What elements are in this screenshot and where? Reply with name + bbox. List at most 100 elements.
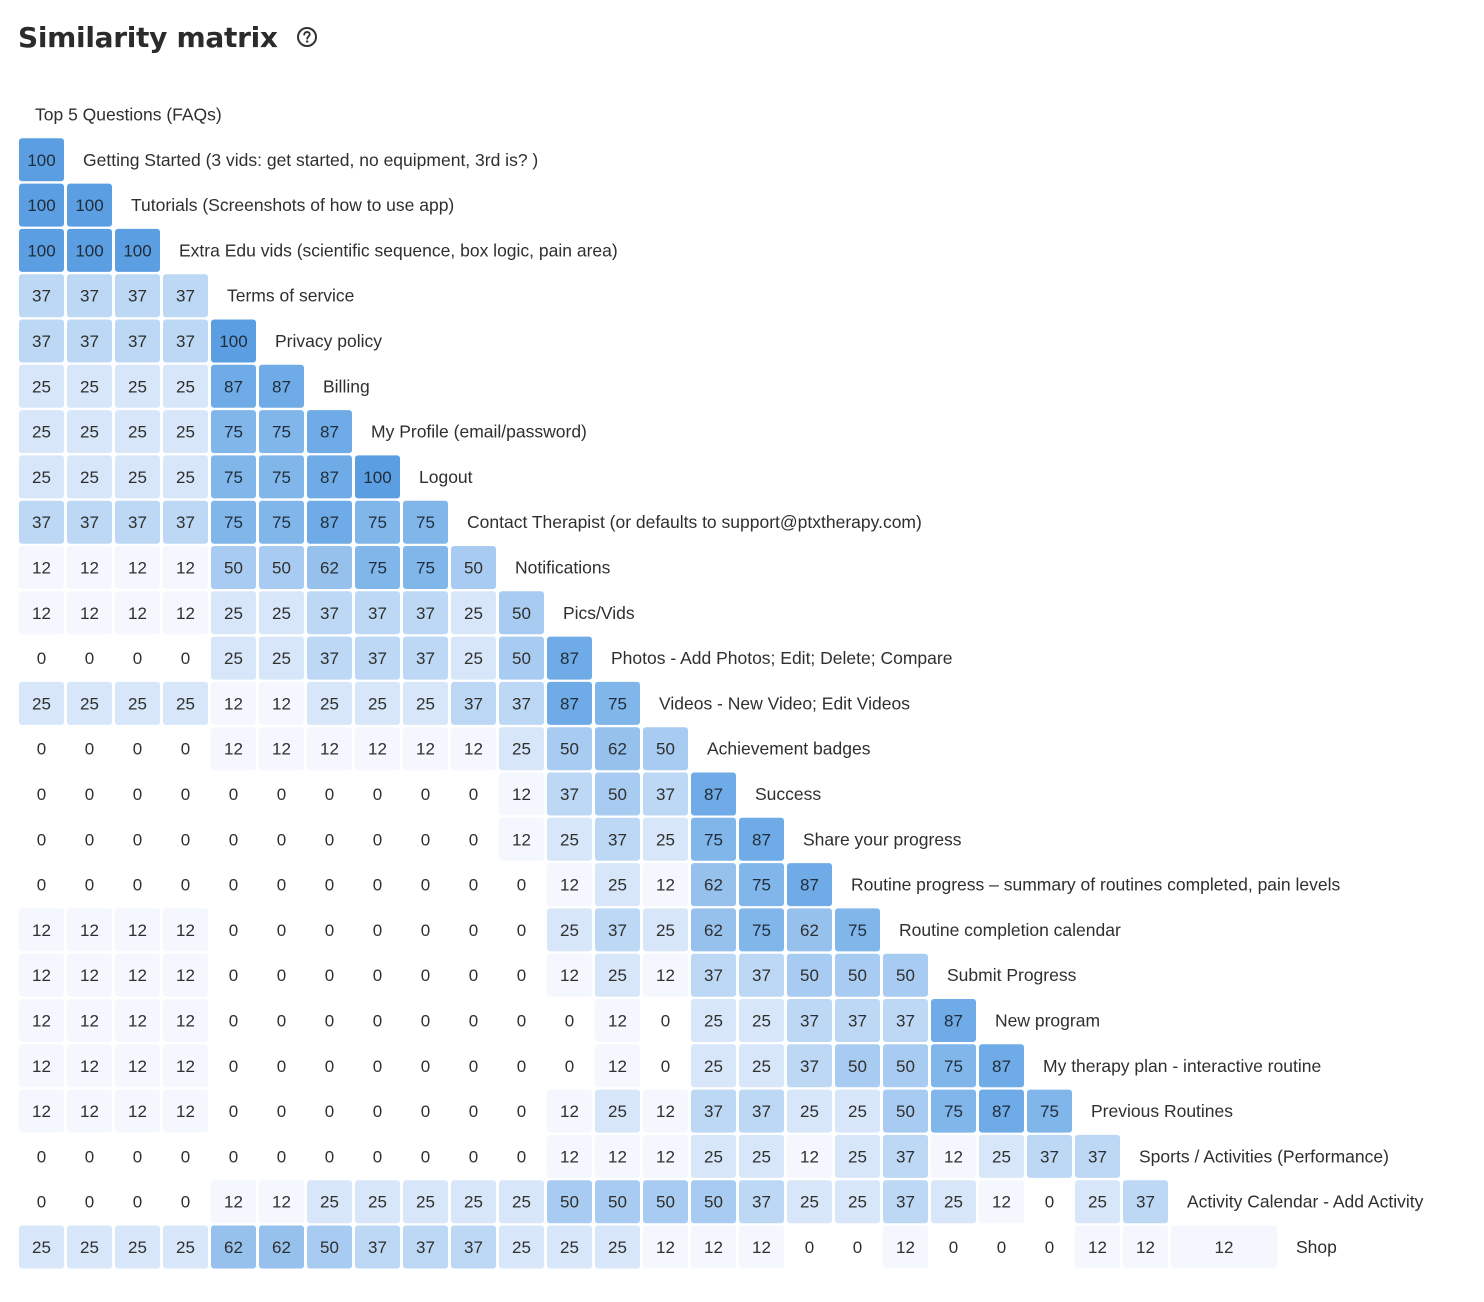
matrix-row: 12 12 12 12 0 0 0 0 0 0 0 12 25 12 37 37 25 25 50 75 87 75 Pre… xyxy=(19,1089,1233,1133)
heatmap-cell-value: 37 xyxy=(608,921,627,940)
heatmap-cell-value: 12 xyxy=(656,1102,675,1121)
heatmap-cell xyxy=(595,1180,640,1224)
heatmap-cell xyxy=(163,546,208,589)
heatmap-cell-value: 12 xyxy=(32,1102,51,1121)
row-label: Achievement badges xyxy=(707,739,871,759)
heatmap-cell-value: 75 xyxy=(224,513,243,532)
heatmap-cell-value: 0 xyxy=(85,1193,94,1212)
heatmap-cell xyxy=(163,1225,208,1269)
heatmap-cell xyxy=(67,500,112,544)
heatmap-cell xyxy=(931,1134,976,1178)
heatmap-cell-value: 25 xyxy=(368,694,387,713)
page-title: Similarity matrix xyxy=(18,14,318,60)
heatmap-cell-value: 12 xyxy=(944,1147,963,1166)
heatmap-cell-value: 0 xyxy=(517,966,526,985)
heatmap-cell-value: 0 xyxy=(229,1057,238,1076)
heatmap-cell xyxy=(163,500,208,544)
heatmap-cell xyxy=(451,591,496,635)
heatmap-cell xyxy=(499,772,544,816)
heatmap-cell xyxy=(307,727,352,771)
heatmap-cell-value: 62 xyxy=(224,1238,243,1257)
heatmap-cell xyxy=(259,455,304,499)
row-label: Billing xyxy=(323,376,370,396)
heatmap-cell-value: 0 xyxy=(373,785,382,804)
heatmap-cell-value: 37 xyxy=(752,966,771,985)
heatmap-cell-value: 12 xyxy=(176,1102,195,1121)
heatmap-cell-value: 37 xyxy=(176,332,195,351)
heatmap-cell-value: 37 xyxy=(176,513,195,532)
heatmap-cell-value: 37 xyxy=(704,966,723,985)
matrix-row: 12 12 12 12 0 0 0 0 0 0 0 0 12 0 25 25 37 50 50 75 87 My ther… xyxy=(19,1044,1321,1088)
heatmap-cell-value: 25 xyxy=(608,876,627,895)
matrix-row: 12 12 12 12 0 0 0 0 0 0 0 0 12 0 25 25 37 37 37 87 New progr… xyxy=(19,999,1100,1042)
heatmap-cell-value: 12 xyxy=(80,1012,99,1031)
heatmap-cell xyxy=(67,908,112,952)
heatmap-cell-value: 0 xyxy=(85,830,94,849)
heatmap-cell-value: 25 xyxy=(464,649,483,668)
heatmap-cell-value: 37 xyxy=(560,785,579,804)
heatmap-cell-value: 0 xyxy=(373,921,382,940)
heatmap-cell xyxy=(595,953,640,997)
heatmap-cell xyxy=(643,1180,688,1224)
heatmap-cell xyxy=(499,636,544,680)
row-label: Logout xyxy=(419,467,473,487)
heatmap-cell-value: 12 xyxy=(608,1057,627,1076)
heatmap-cell-value: 0 xyxy=(469,1147,478,1166)
heatmap-cell xyxy=(451,1180,496,1224)
heatmap-cell xyxy=(259,410,304,454)
heatmap-cell-value: 25 xyxy=(1088,1193,1107,1212)
heatmap-cell xyxy=(19,455,64,499)
heatmap-cell-value: 12 xyxy=(368,740,387,759)
heatmap-cell-value: 25 xyxy=(176,694,195,713)
heatmap-cell xyxy=(643,863,688,907)
heatmap-cell-value: 0 xyxy=(277,1012,286,1031)
matrix-row: 0 0 0 0 0 0 0 0 0 0 12 25 37 25 75 87 Share your progres… xyxy=(37,817,962,861)
heatmap-cell xyxy=(979,1089,1024,1133)
heatmap-cell xyxy=(115,228,160,272)
heatmap-cell xyxy=(163,410,208,454)
heatmap-cell xyxy=(307,455,352,499)
heatmap-cell xyxy=(355,1225,400,1269)
heatmap-cell-value: 25 xyxy=(272,604,291,623)
row-label: Getting Started (3 vids: get started, no… xyxy=(83,150,538,170)
heatmap-cell xyxy=(355,1180,400,1224)
heatmap-cell xyxy=(547,636,592,680)
heatmap-cell-value: 75 xyxy=(224,423,243,442)
heatmap-cell-value: 75 xyxy=(848,921,867,940)
heatmap-cell xyxy=(931,1044,976,1088)
heatmap-cell-value: 0 xyxy=(373,830,382,849)
heatmap-cell-value: 12 xyxy=(128,604,147,623)
row-label: Contact Therapist (or defaults to suppor… xyxy=(467,512,922,532)
heatmap-cell xyxy=(739,817,784,861)
heatmap-cell-value: 12 xyxy=(128,1012,147,1031)
heatmap-cell xyxy=(499,681,544,725)
heatmap-cell-value: 25 xyxy=(800,1102,819,1121)
heatmap-cell-value: 37 xyxy=(512,694,531,713)
heatmap-cell-value: 25 xyxy=(32,423,51,442)
question-circle-icon[interactable] xyxy=(296,26,318,48)
heatmap-cell-value: 0 xyxy=(325,830,334,849)
heatmap-cell-value: 50 xyxy=(848,1057,867,1076)
heatmap-cell xyxy=(1075,1134,1120,1178)
heatmap-cell-value: 25 xyxy=(848,1193,867,1212)
heatmap-cell xyxy=(307,410,352,454)
heatmap-cell xyxy=(979,1180,1024,1224)
heatmap-cell-value: 0 xyxy=(277,921,286,940)
matrix-row: 100 100 100 Extra Edu vids (scientific sequ… xyxy=(19,228,618,272)
heatmap-cell-value: 25 xyxy=(944,1193,963,1212)
heatmap-cell-value: 37 xyxy=(128,287,147,306)
heatmap-cell-value: 25 xyxy=(128,694,147,713)
heatmap-cell xyxy=(931,1180,976,1224)
heatmap-cell-value: 0 xyxy=(325,1147,334,1166)
heatmap-cell xyxy=(739,908,784,952)
heatmap-cell xyxy=(211,500,256,544)
heatmap-cell-value: 0 xyxy=(277,1102,286,1121)
heatmap-cell-value: 0 xyxy=(85,876,94,895)
heatmap-cell-value: 0 xyxy=(469,1102,478,1121)
heatmap-cell xyxy=(691,908,736,952)
heatmap-cell-value: 12 xyxy=(656,966,675,985)
heatmap-cell-value: 87 xyxy=(704,785,723,804)
heatmap-cell-value: 12 xyxy=(656,1147,675,1166)
heatmap-cell-value: 12 xyxy=(80,921,99,940)
heatmap-cell xyxy=(547,863,592,907)
